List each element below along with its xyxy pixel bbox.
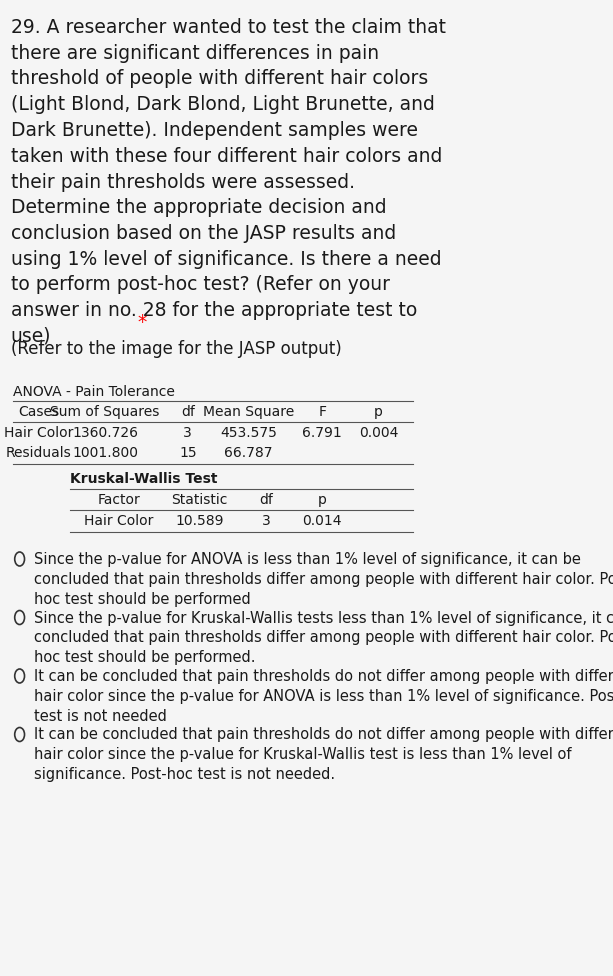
Text: It can be concluded that pain thresholds do not differ among people with differe: It can be concluded that pain thresholds… — [34, 669, 613, 723]
Text: (Refer to the image for the JASP output): (Refer to the image for the JASP output) — [10, 340, 341, 358]
Text: 29. A researcher wanted to test the claim that
there are significant differences: 29. A researcher wanted to test the clai… — [10, 18, 446, 346]
Text: df: df — [259, 493, 273, 507]
Text: Hair Color: Hair Color — [85, 514, 154, 528]
Text: 453.575: 453.575 — [220, 426, 277, 440]
Text: Hair Color: Hair Color — [4, 426, 73, 440]
Text: ANOVA - Pain Tolerance: ANOVA - Pain Tolerance — [13, 385, 175, 399]
Text: It can be concluded that pain thresholds do not differ among people with differe: It can be concluded that pain thresholds… — [34, 727, 613, 782]
Text: Sum of Squares: Sum of Squares — [50, 405, 160, 419]
Text: Statistic: Statistic — [172, 493, 228, 507]
Text: *: * — [132, 313, 147, 332]
Text: 3: 3 — [183, 426, 192, 440]
Text: 66.787: 66.787 — [224, 446, 273, 460]
Text: Cases: Cases — [18, 405, 59, 419]
Text: 0.004: 0.004 — [359, 426, 398, 440]
Text: 15: 15 — [179, 446, 197, 460]
Text: Factor: Factor — [97, 493, 140, 507]
Text: Kruskal-Wallis Test: Kruskal-Wallis Test — [70, 472, 218, 486]
Text: 1360.726: 1360.726 — [72, 426, 138, 440]
Text: p: p — [374, 405, 383, 419]
Text: F: F — [318, 405, 326, 419]
Text: p: p — [318, 493, 327, 507]
Text: Mean Square: Mean Square — [203, 405, 294, 419]
Text: 3: 3 — [262, 514, 270, 528]
Text: Residuals: Residuals — [6, 446, 71, 460]
Text: 10.589: 10.589 — [175, 514, 224, 528]
Text: 6.791: 6.791 — [302, 426, 342, 440]
Text: 0.014: 0.014 — [303, 514, 342, 528]
Text: df: df — [181, 405, 195, 419]
Text: Since the p-value for ANOVA is less than 1% level of significance, it can be
con: Since the p-value for ANOVA is less than… — [34, 552, 613, 607]
Text: Since the p-value for Kruskal-Wallis tests less than 1% level of significance, i: Since the p-value for Kruskal-Wallis tes… — [34, 611, 613, 665]
Text: 1001.800: 1001.800 — [72, 446, 138, 460]
